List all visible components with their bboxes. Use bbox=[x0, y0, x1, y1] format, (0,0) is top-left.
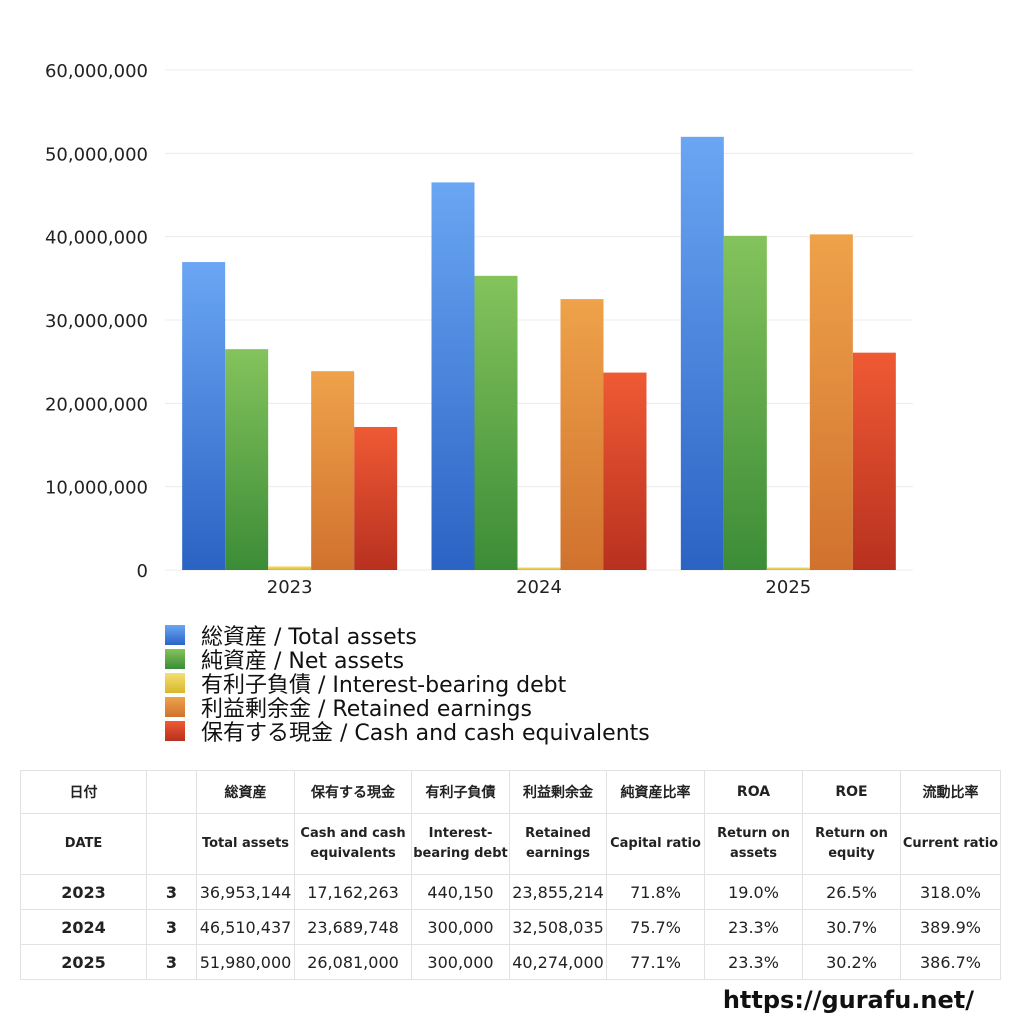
legend-item: 利益剰余金 / Retained earnings bbox=[165, 695, 650, 722]
cell-capital-ratio: 77.1% bbox=[606, 944, 705, 980]
legend-swatch-net-assets bbox=[165, 649, 185, 669]
bar bbox=[268, 566, 312, 570]
table-header-ja: 日付 総資産 保有する現金 有利子負債 利益剰余金 純資産比率 ROA ROE … bbox=[20, 770, 1001, 814]
cell-total-assets: 51,980,000 bbox=[196, 944, 295, 980]
cell-total-assets: 36,953,144 bbox=[196, 874, 295, 910]
legend-swatch-retained-earnings bbox=[165, 697, 185, 717]
header-cash-ja: 保有する現金 bbox=[294, 770, 412, 814]
cell-current-ratio: 318.0% bbox=[900, 874, 1001, 910]
header-current-ratio-ja: 流動比率 bbox=[900, 770, 1001, 814]
bar-chart: 0 10,000,000 20,000,000 30,000,000 40,000,00… bbox=[45, 61, 913, 598]
cell-current-ratio: 386.7% bbox=[900, 944, 1001, 980]
financial-table: 日付 総資産 保有する現金 有利子負債 利益剰余金 純資産比率 ROA ROE … bbox=[20, 770, 1001, 980]
y-tick-label: 40,000,000 bbox=[45, 228, 148, 249]
bar bbox=[517, 567, 561, 570]
chart-legend: 総資産 / Total assets 純資産 / Net assets 有利子負… bbox=[165, 623, 650, 746]
cell-retained: 40,274,000 bbox=[509, 944, 607, 980]
cell-retained: 32,508,035 bbox=[509, 909, 607, 945]
bar bbox=[603, 372, 647, 570]
header-cash-en: Cash and cash equivalents bbox=[294, 813, 412, 875]
header-month-en bbox=[146, 813, 197, 875]
legend-label: 利益剰余金 / Retained earnings bbox=[201, 697, 532, 722]
legend-swatch-cash bbox=[165, 721, 185, 741]
header-retained-en: Retained earnings bbox=[509, 813, 607, 875]
cell-month: 3 bbox=[146, 944, 197, 980]
header-total-assets-ja: 総資産 bbox=[196, 770, 295, 814]
cell-debt: 300,000 bbox=[411, 944, 510, 980]
legend-label: 純資産 / Net assets bbox=[201, 649, 405, 674]
header-roa-en: Return on assets bbox=[704, 813, 803, 875]
bar bbox=[680, 136, 724, 571]
cell-roe: 30.2% bbox=[802, 944, 901, 980]
cell-capital-ratio: 71.8% bbox=[606, 874, 705, 910]
source-url[interactable]: https://gurafu.net/ bbox=[722, 986, 974, 1014]
table-row: 2025 3 51,980,000 26,081,000 300,000 40,… bbox=[20, 944, 1001, 980]
y-tick-label: 0 bbox=[137, 561, 148, 582]
bar bbox=[560, 299, 604, 570]
x-tick-label: 2023 bbox=[267, 577, 313, 598]
header-month-ja bbox=[146, 770, 197, 814]
cell-month: 3 bbox=[146, 874, 197, 910]
x-tick-label: 2024 bbox=[516, 577, 562, 598]
bar bbox=[311, 371, 355, 570]
x-tick-label: 2025 bbox=[765, 577, 811, 598]
y-tick-label: 10,000,000 bbox=[45, 478, 148, 499]
bar bbox=[474, 275, 518, 570]
legend-swatch-interest-bearing-debt bbox=[165, 673, 185, 693]
legend-swatch-total-assets bbox=[165, 625, 185, 645]
cell-roe: 30.7% bbox=[802, 909, 901, 945]
y-tick-label: 20,000,000 bbox=[45, 394, 148, 415]
header-retained-ja: 利益剰余金 bbox=[509, 770, 607, 814]
bar bbox=[809, 234, 853, 570]
legend-label: 有利子負債 / Interest-bearing debt bbox=[201, 673, 567, 698]
cell-cash: 17,162,263 bbox=[294, 874, 412, 910]
header-debt-ja: 有利子負債 bbox=[411, 770, 510, 814]
cell-year: 2025 bbox=[20, 944, 147, 980]
bar bbox=[225, 349, 269, 570]
table-header-en: DATE Total assets Cash and cash equivale… bbox=[20, 813, 1001, 875]
header-total-assets-en: Total assets bbox=[196, 813, 295, 875]
header-roe-ja: ROE bbox=[802, 770, 901, 814]
header-current-ratio-en: Current ratio bbox=[900, 813, 1001, 875]
cell-current-ratio: 389.9% bbox=[900, 909, 1001, 945]
bar bbox=[852, 352, 896, 570]
bar bbox=[723, 235, 767, 571]
bar bbox=[431, 182, 475, 570]
y-tick-label: 30,000,000 bbox=[45, 311, 148, 332]
cell-debt: 300,000 bbox=[411, 909, 510, 945]
cell-cash: 26,081,000 bbox=[294, 944, 412, 980]
legend-item: 保有する現金 / Cash and cash equivalents bbox=[165, 719, 650, 746]
cell-cash: 23,689,748 bbox=[294, 909, 412, 945]
bar bbox=[766, 567, 810, 570]
cell-retained: 23,855,214 bbox=[509, 874, 607, 910]
legend-label: 保有する現金 / Cash and cash equivalents bbox=[201, 721, 650, 746]
header-roe-en: Return on equity bbox=[802, 813, 901, 875]
y-tick-label: 60,000,000 bbox=[45, 61, 148, 82]
bar bbox=[354, 426, 398, 570]
table-row: 2024 3 46,510,437 23,689,748 300,000 32,… bbox=[20, 909, 1001, 945]
cell-year: 2023 bbox=[20, 874, 147, 910]
header-capital-ratio-en: Capital ratio bbox=[606, 813, 705, 875]
header-roa-ja: ROA bbox=[704, 770, 803, 814]
cell-roa: 19.0% bbox=[704, 874, 803, 910]
header-debt-en: Interest-bearing debt bbox=[411, 813, 510, 875]
header-date-en: DATE bbox=[20, 813, 147, 875]
bar bbox=[182, 262, 226, 570]
header-date-ja: 日付 bbox=[20, 770, 147, 814]
header-capital-ratio-ja: 純資産比率 bbox=[606, 770, 705, 814]
legend-item: 有利子負債 / Interest-bearing debt bbox=[165, 671, 650, 698]
cell-capital-ratio: 75.7% bbox=[606, 909, 705, 945]
legend-item: 純資産 / Net assets bbox=[165, 647, 650, 674]
cell-month: 3 bbox=[146, 909, 197, 945]
cell-year: 2024 bbox=[20, 909, 147, 945]
cell-roe: 26.5% bbox=[802, 874, 901, 910]
cell-roa: 23.3% bbox=[704, 944, 803, 980]
cell-roa: 23.3% bbox=[704, 909, 803, 945]
legend-item: 総資産 / Total assets bbox=[165, 623, 650, 650]
table-row: 2023 3 36,953,144 17,162,263 440,150 23,… bbox=[20, 874, 1001, 910]
cell-debt: 440,150 bbox=[411, 874, 510, 910]
cell-total-assets: 46,510,437 bbox=[196, 909, 295, 945]
y-tick-label: 50,000,000 bbox=[45, 144, 148, 165]
legend-label: 総資産 / Total assets bbox=[201, 625, 417, 650]
